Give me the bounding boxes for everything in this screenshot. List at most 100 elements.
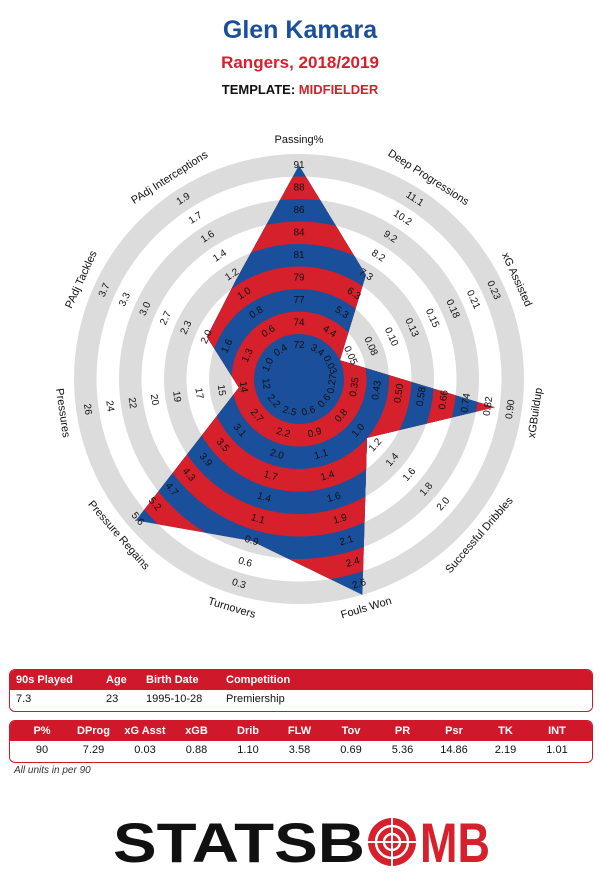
scale-label: 0.27 [326,373,340,394]
info-value-cell: Premiership [226,693,285,705]
team-season: Rangers, 2018/2019 [221,53,379,72]
radar-chart: 727477798184868891Passing%3.44.45.36.37.… [53,134,545,622]
scale-label: 1.1 [250,512,267,527]
scale-label: 19 [170,390,183,403]
info-header-row: 90s Played Age Birth Date Competition [10,670,592,690]
scale-label: 0.9 [243,534,260,549]
metric-label: Pressures [53,388,72,439]
scale-label: 2.4 [345,555,362,570]
scale-label: 2.2 [275,426,292,441]
stats-header-row: P% DProg xG Asst xGB Drib FLW Tov PR Psr TK INT [10,721,592,741]
stats-value-cell: 5.36 [391,744,414,756]
stats-table: P% DProg xG Asst xGB Drib FLW Tov PR Psr TK INT 90… [9,720,593,763]
scale-label: 20 [148,394,161,407]
info-value-cell: 7.3 [16,693,32,705]
template-line: TEMPLATE: MIDFIELDER [0,82,600,97]
info-header-cell: 90s Played [16,674,73,686]
scale-label: 2.5 [281,404,298,419]
scale-label: 81 [293,250,305,261]
scale-label: 84 [293,227,305,238]
scale-label: 2.7 [158,309,174,327]
metric-label: Fouls Won [339,595,393,621]
stats-value-cell: 2.19 [494,744,517,756]
scale-label: 24 [103,400,116,413]
scale-label: 0.3 [231,577,248,592]
scale-labels: 0.27 0.35 0.43 0.50 0.58 0.66 0.74 0.82 0.90 [326,373,518,420]
scale-label: 0.90 [504,399,518,420]
stats-header-cell: Drib [237,725,259,737]
stats-header-cell: INT [548,725,566,737]
bomb-o-icon [366,816,418,868]
stats-header-cell: Tov [341,725,361,737]
scale-label: 0.74 [459,392,473,413]
scale-label: 0.50 [393,383,407,404]
stats-header-cell: FLW [287,725,312,737]
stats-header-cell: xGB [185,725,208,737]
scale-label: 0.66 [437,389,451,410]
stats-header-cell: xG Asst [124,725,166,737]
scale-label: 3.7 [97,281,113,299]
stats-header-cell: P% [33,725,51,737]
scale-label: 2.6 [351,577,368,592]
info-value-cell: 1995-10-28 [146,693,203,705]
info-header-cell: Birth Date [146,674,199,686]
scale-labels: 0.6 0.9 1.1 1.4 1.6 1.9 2.1 2.4 2.6 [300,404,368,591]
scale-label: 1.6 [220,337,236,355]
scale-label: 3.3 [117,291,133,309]
stats-value-cell: 14.86 [440,744,468,756]
scale-label: 15 [215,384,228,397]
scale-label: 86 [293,205,305,216]
player-name: Glen Kamara [222,16,378,44]
scale-label: 0.6 [300,404,317,419]
stats-value-cell: 1.01 [546,744,568,756]
stats-header-cell: Psr [445,725,463,737]
scale-label: 12 [259,378,272,391]
stats-value-cell: 3.58 [288,744,311,756]
scale-label: 72 [293,340,305,351]
stats-value-cell: 90 [35,744,49,756]
scale-label: 26 [81,403,94,416]
scale-label: 79 [293,272,305,283]
metric-label: Passing% [275,134,324,146]
logo-text-2: MB [420,811,490,872]
scale-label: 0.35 [348,376,362,397]
scale-label: 17 [192,387,205,400]
scale-label: 91 [293,160,305,171]
scale-label: 0.6 [237,555,254,570]
scale-label: 2.3 [179,319,195,337]
scale-label: 1.7 [262,469,279,484]
scale-labels: 12 14 15 17 19 20 22 24 26 [81,378,272,417]
stats-header-cell: PR [394,725,411,737]
stats-value-cell: 0.03 [134,744,156,756]
info-table: 90s Played Age Birth Date Competition 7.… [9,669,593,712]
scale-label: 1.6 [326,490,343,505]
scale-label: 1.4 [256,491,273,506]
info-header-cell: Age [106,674,127,686]
scale-label: 22 [126,397,139,410]
metric-label: xGBuildup [526,387,545,439]
scale-label: 0.43 [370,379,384,400]
template-label: TEMPLATE: [221,82,296,97]
scale-label: 1.4 [319,469,336,484]
logo-text-1: STATSB [113,811,365,872]
scale-label: 74 [293,317,305,328]
stats-value-cell: 0.88 [185,744,208,756]
metric-label: Turnovers [206,596,257,622]
units-footnote: All units in per 90 [14,765,91,776]
info-header-cell: Competition [226,674,291,686]
stats-value-cell: 0.69 [340,744,362,756]
scale-label: 2.0 [269,447,286,462]
info-value-row: 7.3 23 1995-10-28 Premiership [10,690,592,709]
stats-header-cell: TK [498,725,513,737]
stats-header-cell: DProg [77,725,110,737]
scale-label: 2.0 [199,328,215,346]
stats-value-row: 90 7.29 0.03 0.88 1.10 3.58 0.69 5.36 14.86 2.19 1… [10,741,592,760]
stats-value-cell: 7.29 [82,744,105,756]
scale-labels: 2.5 2.2 2.0 1.7 1.4 1.1 0.9 0.6 0.3 [231,404,299,591]
scale-labels: 72 74 77 79 81 84 86 88 91 [293,160,305,351]
scale-label: 14 [237,381,250,394]
scale-label: 1.0 [261,356,277,374]
scale-label: 2.1 [338,534,355,549]
scale-label: 1.1 [313,447,330,462]
scale-label: 1.3 [240,347,256,365]
